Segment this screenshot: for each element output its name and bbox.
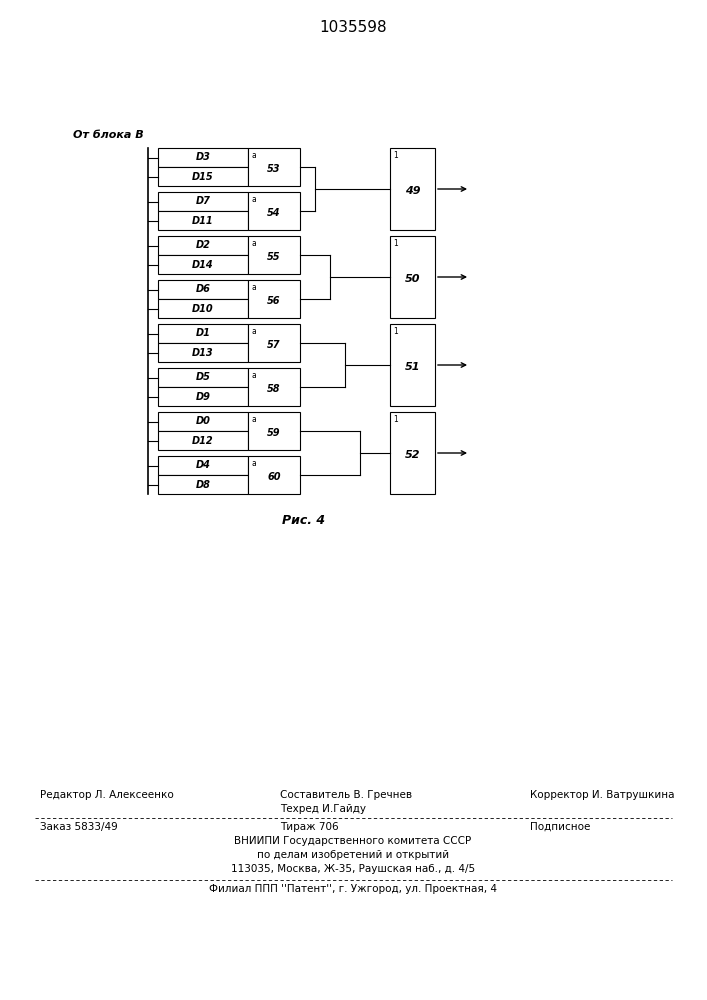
Text: 54: 54 — [267, 208, 281, 218]
Text: a: a — [251, 195, 256, 204]
Text: 1: 1 — [393, 151, 398, 160]
Text: 56: 56 — [267, 296, 281, 306]
Bar — [158, 343, 248, 362]
Text: D5: D5 — [196, 372, 211, 382]
Text: 55: 55 — [267, 252, 281, 262]
Text: 50: 50 — [404, 274, 420, 284]
Text: D8: D8 — [196, 480, 211, 489]
Bar — [158, 255, 248, 274]
Bar — [248, 236, 300, 274]
Text: 53: 53 — [267, 164, 281, 174]
Text: Корректор И. Ватрушкина: Корректор И. Ватрушкина — [530, 790, 674, 800]
Text: D12: D12 — [192, 436, 214, 446]
Text: Редактор Л. Алексеенко: Редактор Л. Алексеенко — [40, 790, 174, 800]
Bar — [390, 324, 435, 406]
Text: D15: D15 — [192, 172, 214, 182]
Text: a: a — [251, 151, 256, 160]
Bar — [248, 456, 300, 494]
Text: a: a — [251, 283, 256, 292]
Text: D3: D3 — [196, 152, 211, 162]
Bar — [158, 431, 248, 450]
Bar — [158, 475, 248, 494]
Text: Заказ 5833/49: Заказ 5833/49 — [40, 822, 118, 832]
Bar — [158, 387, 248, 406]
Text: 57: 57 — [267, 340, 281, 350]
Bar — [248, 148, 300, 186]
Text: 1: 1 — [393, 327, 398, 336]
Bar — [158, 148, 248, 167]
Bar — [158, 236, 248, 255]
Text: D7: D7 — [196, 196, 211, 207]
Bar — [248, 368, 300, 406]
Text: a: a — [251, 327, 256, 336]
Text: D10: D10 — [192, 304, 214, 314]
Bar — [158, 368, 248, 387]
Bar — [158, 456, 248, 475]
Text: a: a — [251, 415, 256, 424]
Text: 1: 1 — [393, 415, 398, 424]
Bar — [248, 280, 300, 318]
Bar — [158, 412, 248, 431]
Text: 60: 60 — [267, 472, 281, 482]
Bar — [248, 192, 300, 230]
Bar — [158, 299, 248, 318]
Text: 59: 59 — [267, 428, 281, 438]
Text: D13: D13 — [192, 348, 214, 358]
Text: 1035598: 1035598 — [319, 20, 387, 35]
Text: D14: D14 — [192, 259, 214, 269]
Text: a: a — [251, 459, 256, 468]
Bar — [158, 280, 248, 299]
Bar — [390, 236, 435, 318]
Text: 49: 49 — [404, 186, 420, 196]
Text: D2: D2 — [196, 240, 211, 250]
Bar — [390, 148, 435, 230]
Text: Составитель В. Гречнев: Составитель В. Гречнев — [280, 790, 412, 800]
Text: Подписное: Подписное — [530, 822, 590, 832]
Text: ВНИИПИ Государственного комитета СССР: ВНИИПИ Государственного комитета СССР — [235, 836, 472, 846]
Bar — [158, 192, 248, 211]
Bar — [158, 324, 248, 343]
Bar — [390, 412, 435, 494]
Text: a: a — [251, 371, 256, 380]
Bar — [248, 412, 300, 450]
Text: a: a — [251, 239, 256, 248]
Text: 113035, Москва, Ж-35, Раушская наб., д. 4/5: 113035, Москва, Ж-35, Раушская наб., д. … — [231, 864, 475, 874]
Text: От блока В: От блока В — [74, 130, 144, 140]
Text: D9: D9 — [196, 391, 211, 401]
Text: по делам изобретений и открытий: по делам изобретений и открытий — [257, 850, 449, 860]
Text: Рис. 4: Рис. 4 — [282, 514, 325, 527]
Text: D0: D0 — [196, 416, 211, 426]
Bar — [158, 211, 248, 230]
Bar — [158, 167, 248, 186]
Text: D4: D4 — [196, 460, 211, 471]
Text: 58: 58 — [267, 384, 281, 394]
Text: Филиал ППП ''Патент'', г. Ужгород, ул. Проектная, 4: Филиал ППП ''Патент'', г. Ужгород, ул. П… — [209, 884, 497, 894]
Text: 52: 52 — [404, 450, 420, 460]
Text: 51: 51 — [404, 362, 420, 372]
Bar — [248, 324, 300, 362]
Text: Тираж 706: Тираж 706 — [280, 822, 339, 832]
Text: 1: 1 — [393, 239, 398, 248]
Text: D11: D11 — [192, 216, 214, 226]
Text: Техред И.Гайду: Техред И.Гайду — [280, 804, 366, 814]
Text: D1: D1 — [196, 328, 211, 338]
Text: D6: D6 — [196, 284, 211, 294]
